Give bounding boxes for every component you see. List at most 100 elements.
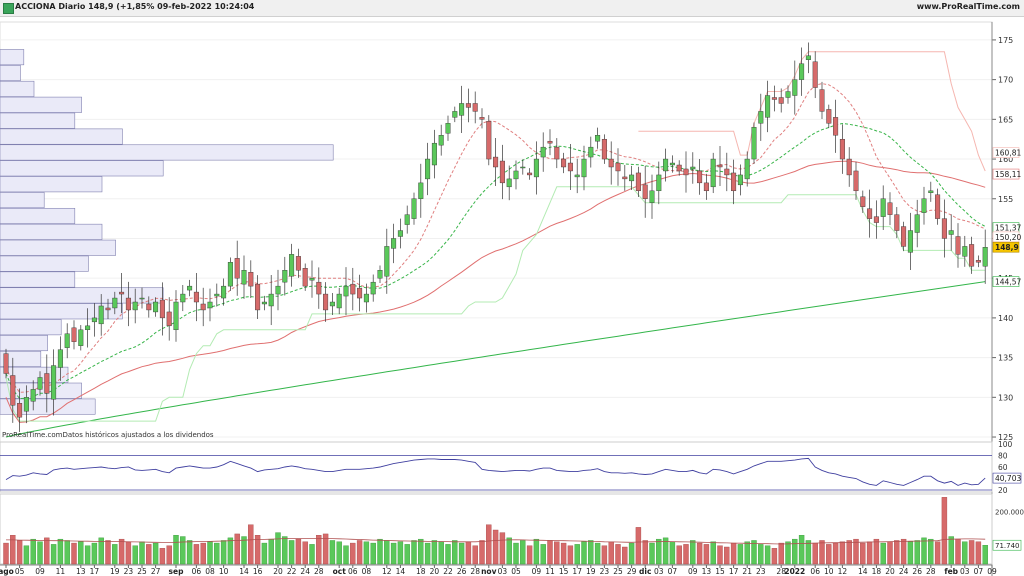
candle-body: [622, 176, 628, 180]
volume-profile-bar: [0, 80, 35, 97]
candle-body: [336, 293, 342, 309]
candle-body: [547, 140, 553, 144]
candle-body: [635, 172, 641, 192]
candle-body: [289, 254, 295, 277]
candle-body: [812, 61, 818, 88]
volume-bar: [241, 536, 247, 565]
volume-profile-bar: [0, 303, 123, 320]
band-upper-line: [638, 51, 986, 172]
sma-long-label: 144,57: [995, 278, 1021, 287]
candle-body: [642, 184, 648, 199]
volume-bar: [152, 542, 159, 565]
volume-bar: [547, 540, 553, 565]
candle-body: [221, 285, 227, 299]
candle-body: [493, 156, 499, 168]
candle-body: [207, 301, 213, 309]
volume-bar: [724, 546, 730, 565]
candle-body: [839, 138, 845, 160]
volume-bar: [146, 544, 152, 565]
candle-body: [323, 293, 329, 311]
volume-bar: [186, 540, 193, 565]
candle-body: [357, 287, 363, 299]
date-tick-label: 16: [253, 567, 263, 576]
volume-bar: [894, 540, 900, 565]
candle-body: [425, 158, 431, 180]
volume-profile-bar: [0, 207, 76, 224]
volume-bar: [662, 537, 669, 565]
sma-long-line: [5, 281, 986, 438]
candle-body: [10, 375, 16, 406]
volume-bar: [452, 540, 458, 565]
volume-bar: [91, 542, 98, 565]
candle-body: [792, 79, 798, 96]
volume-bar: [445, 544, 451, 565]
date-tick-label: 22: [287, 567, 297, 576]
date-tick-label: ago: [0, 567, 14, 576]
volume-bar: [105, 540, 111, 565]
volume-bar: [431, 540, 438, 565]
volume-bar: [934, 541, 941, 565]
candle-body: [914, 214, 920, 233]
price-chart[interactable]: 125130135140145150155160165170175160,811…: [0, 16, 1024, 576]
candle-body: [758, 111, 764, 124]
candle-body: [744, 158, 750, 180]
candle-body: [187, 285, 193, 291]
candle-body: [343, 285, 349, 297]
date-tick-label: 28: [926, 567, 936, 576]
volume-bar: [656, 538, 662, 565]
candle-body: [921, 198, 927, 213]
brand-link[interactable]: www.ProRealTime.com: [916, 2, 1020, 11]
volume-bar: [57, 538, 64, 565]
volume-bar: [594, 542, 601, 565]
candle-body: [316, 281, 322, 295]
last-price-label-box: [992, 241, 1020, 253]
date-tick-label: 09: [688, 567, 698, 576]
candle-body: [669, 162, 675, 166]
candle-body: [153, 301, 159, 313]
date-tick-label: 18: [416, 567, 426, 576]
sma-mid-label-box: [992, 168, 1020, 180]
volume-bar: [166, 545, 172, 565]
volume-bar: [16, 540, 23, 565]
volume-bar: [356, 540, 363, 565]
candle-body: [71, 327, 77, 342]
candle-body: [431, 142, 437, 166]
volume-bar: [499, 532, 506, 565]
candle-body: [731, 172, 737, 192]
candle-body: [710, 158, 716, 188]
volume-ma-line: [6, 538, 986, 545]
price-tick-label: 130: [998, 393, 1013, 402]
candle-body: [724, 168, 730, 176]
volume-bar: [826, 544, 832, 565]
volume-bar: [282, 536, 288, 565]
volume-bar: [567, 545, 574, 565]
date-tick-label: 08: [362, 567, 372, 576]
volume-bar: [295, 538, 302, 565]
candle-body: [554, 146, 560, 160]
volume-profile-bar: [0, 65, 21, 82]
volume-bar: [839, 541, 846, 565]
volume-bar: [730, 542, 737, 565]
volume-bar: [717, 545, 723, 565]
date-tick-label: 15: [715, 567, 725, 576]
band-lower-label: 151,37: [995, 224, 1021, 233]
candle-body: [112, 297, 118, 309]
candle-body: [350, 283, 356, 295]
volume-bar: [907, 541, 914, 565]
volume-bar: [370, 542, 376, 565]
volume-bar: [350, 542, 356, 565]
volume-bar: [792, 538, 798, 565]
volume-bar: [853, 538, 859, 565]
candle-body: [608, 158, 614, 168]
candle-body: [853, 170, 859, 192]
volume-bar: [615, 544, 621, 565]
volume-bar: [112, 544, 118, 565]
candle-body: [391, 238, 397, 249]
volume-bar: [418, 538, 424, 565]
volume-bar: [227, 537, 234, 565]
date-tick-label: 09: [987, 567, 997, 576]
candle-body: [765, 95, 771, 118]
window-title: ACCIONA Diario 148,9 (+1,85% 09-feb-2022…: [15, 2, 255, 11]
volume-bar: [805, 540, 812, 565]
volume-bar: [50, 544, 57, 565]
